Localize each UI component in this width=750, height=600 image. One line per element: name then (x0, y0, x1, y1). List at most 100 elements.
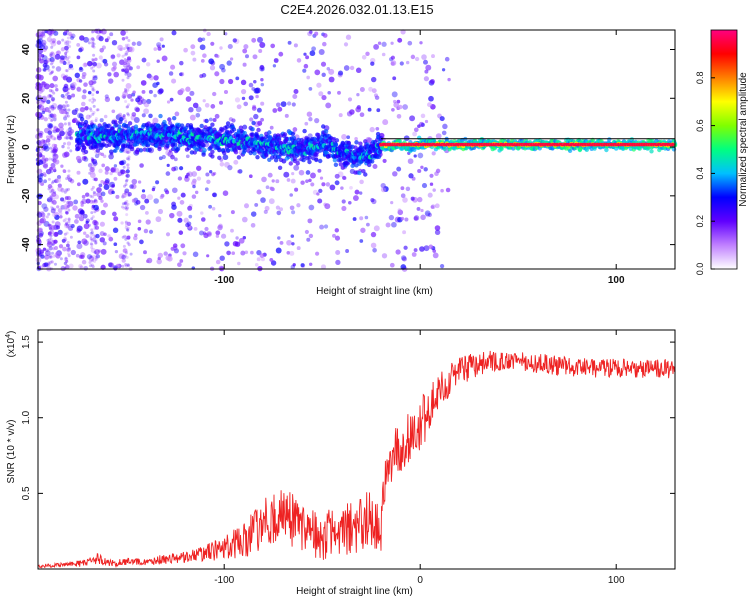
spectrogram-cell (43, 59, 48, 65)
spectrogram-cell (53, 56, 57, 60)
spectrogram-cell (257, 120, 263, 126)
spectrogram-cell (52, 247, 56, 251)
spectrogram-cell (291, 210, 296, 215)
spectrogram-cell (124, 224, 128, 228)
spectrogram-cell (249, 117, 254, 122)
spectrogram-cell (265, 185, 270, 190)
spectrogram-cell (45, 215, 49, 219)
spectrogram-cell (122, 64, 126, 67)
spectrogram-cell (91, 195, 95, 199)
spectrogram-cell (347, 97, 353, 102)
spectrogram-cell (91, 215, 95, 219)
spectrogram-cell (292, 127, 298, 132)
spectrogram-cell (275, 102, 281, 108)
spectrogram-cell (244, 54, 250, 59)
spectrogram-cell (74, 107, 79, 112)
spectrogram-cell (63, 136, 67, 140)
spectrogram-cell (51, 38, 57, 43)
spectrogram-cell (67, 76, 71, 80)
spectrogram-cell (230, 210, 235, 215)
spectrogram-cell (244, 250, 249, 255)
spectrogram-cell (124, 72, 128, 76)
spectrogram-cell (151, 187, 156, 192)
spectrogram-cell (67, 246, 71, 250)
spectrogram-cell (65, 114, 69, 118)
spectrogram-cell (215, 54, 220, 59)
spectrogram-cell (63, 116, 68, 121)
spectrogram-cell (64, 108, 68, 112)
spectrogram-cell (126, 65, 132, 71)
spectrogram-cell (67, 217, 71, 221)
spectrogram-cell (64, 30, 68, 34)
spectrogram-cell (649, 149, 654, 154)
spectrogram-cell (165, 171, 171, 176)
spectrogram-cell (125, 213, 129, 217)
spectrogram-cell (278, 51, 284, 57)
spectrogram-cell (125, 52, 129, 56)
spectrogram-cell (350, 163, 355, 168)
spectrogram-cell (242, 62, 247, 67)
spectrogram-cell (83, 149, 89, 155)
spectrogram-cell (51, 166, 57, 171)
spectrogram-cell (275, 247, 282, 254)
spectrogram-cell (57, 183, 62, 188)
spectrogram-cell (51, 129, 55, 133)
spectrogram-cell (46, 122, 53, 129)
spectrogram-cell (50, 199, 54, 203)
spectrogram-cell (50, 134, 54, 138)
spectrogram-cell (131, 198, 136, 203)
spectrogram-cell (109, 181, 115, 188)
spectrogram-cell (242, 124, 248, 130)
spectrogram-cell (41, 154, 45, 159)
spectrogram-cell (318, 188, 323, 194)
spectrogram-cell (277, 106, 283, 112)
spectrogram-cell (67, 31, 73, 37)
spectrogram-cell (310, 182, 315, 187)
spectrogram-cell (156, 42, 162, 48)
spectrogram-cell (204, 226, 209, 232)
spectrogram-cell (342, 176, 347, 180)
spectrogram-cell (381, 41, 387, 47)
spectrogram-cell (66, 40, 70, 44)
spectrogram-cell (169, 212, 175, 219)
spectrogram-cell (168, 71, 174, 76)
spectrogram-cell (218, 214, 222, 218)
spectrogram-cell (50, 150, 54, 154)
spectrogram-cell (64, 100, 68, 104)
spectrogram-cell (139, 163, 144, 168)
spectrogram-cell (48, 157, 52, 161)
spectrogram-cell (296, 246, 301, 251)
spectrogram-cell (277, 165, 283, 170)
spectrogram-cell (294, 187, 299, 192)
spectrogram-cell (91, 58, 95, 61)
spectrogram-cell (123, 53, 127, 57)
spectrogram-cell (125, 174, 129, 178)
spectrogram-cell (200, 211, 204, 215)
spectrogram-cell (63, 190, 67, 194)
spectrogram-cell (221, 67, 226, 73)
spectrogram-cell (51, 188, 55, 192)
spectrogram-cell (389, 262, 395, 268)
spectrogram-cell (60, 47, 66, 52)
spectrogram-cell (317, 198, 323, 204)
spectrogram-cell (59, 130, 65, 137)
spectrogram-cell (92, 192, 97, 197)
spectrogram-cell (417, 152, 424, 159)
spectrogram-cell (143, 108, 149, 115)
spectrogram-cell (201, 143, 206, 148)
spectrogram-cell (75, 253, 80, 258)
spectrogram-cell (90, 263, 94, 267)
spectrogram-cell (337, 70, 344, 76)
spectrogram-cell (91, 93, 95, 97)
spectrogram-cell (52, 200, 57, 205)
spectrogram-cell (134, 106, 140, 112)
spectrogram-cell (370, 242, 377, 249)
spectrogram-cell (206, 179, 211, 184)
spectrogram-cell (341, 134, 347, 140)
spectrogram-cell (48, 94, 52, 97)
spectrogram-cell (122, 114, 126, 118)
colorbar-gradient (710, 29, 738, 270)
spectrogram-cell (47, 212, 51, 216)
spectrogram-cell (71, 109, 78, 116)
